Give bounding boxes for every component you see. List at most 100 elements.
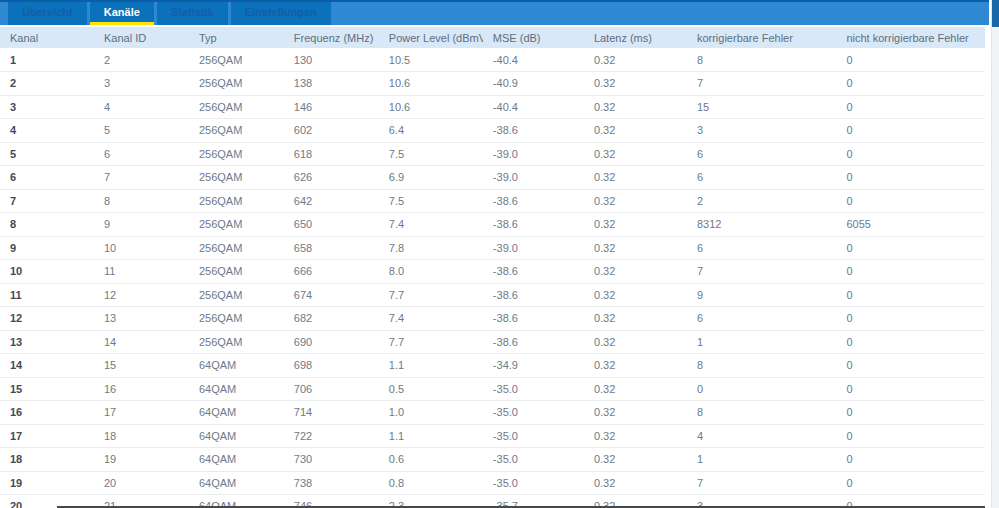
table-row: 23256QAM13810.6-40.90.3270 xyxy=(0,72,985,96)
cell-korrigierbare-fehler: 1 xyxy=(687,330,837,354)
cell-power-level: 1.1 xyxy=(379,424,483,448)
cell-korrigierbare-fehler: 6 xyxy=(687,307,837,331)
cell-kanal: 15 xyxy=(0,377,94,401)
cell-nicht-korrigierbare-fehler: 0 xyxy=(836,377,985,401)
cell-korrigierbare-fehler: 8312 xyxy=(687,213,837,237)
cell-kanal-id: 10 xyxy=(94,236,189,260)
cell-kanal-id: 9 xyxy=(94,213,189,237)
cell-latenz: 0.32 xyxy=(584,166,687,190)
cell-frequenz: 698 xyxy=(284,354,379,378)
cell-frequenz: 650 xyxy=(284,213,379,237)
cell-latenz: 0.32 xyxy=(584,236,687,260)
scrollbar-thumb[interactable] xyxy=(992,0,999,27)
cell-mse: -38.6 xyxy=(483,189,584,213)
table-row: 171864QAM7221.1-35.00.3240 xyxy=(0,424,985,448)
cell-kanal: 6 xyxy=(0,166,94,190)
cell-latenz: 0.32 xyxy=(584,471,687,495)
cell-power-level: 7.5 xyxy=(379,189,483,213)
cell-frequenz: 706 xyxy=(284,377,379,401)
cell-latenz: 0.32 xyxy=(584,307,687,331)
cell-nicht-korrigierbare-fehler: 0 xyxy=(836,142,985,166)
cell-kanal-id: 7 xyxy=(94,166,189,190)
vertical-scrollbar[interactable] xyxy=(991,0,999,508)
cell-frequenz: 722 xyxy=(284,424,379,448)
cell-power-level: 0.8 xyxy=(379,471,483,495)
cell-kanal: 13 xyxy=(0,330,94,354)
cell-typ: 256QAM xyxy=(189,330,284,354)
cell-typ: 256QAM xyxy=(189,260,284,284)
cell-korrigierbare-fehler: 8 xyxy=(687,354,837,378)
cell-frequenz: 618 xyxy=(284,142,379,166)
cell-latenz: 0.32 xyxy=(584,72,687,96)
table-row: 12256QAM13010.5-40.40.3280 xyxy=(0,48,985,72)
tab-statistik[interactable]: Statistik xyxy=(157,2,228,25)
table-row: 192064QAM7380.8-35.00.3270 xyxy=(0,471,985,495)
cell-typ: 256QAM xyxy=(189,72,284,96)
cell-kanal-id: 18 xyxy=(94,424,189,448)
cell-kanal: 12 xyxy=(0,307,94,331)
column-header-kanal-id: Kanal ID xyxy=(94,27,189,48)
cell-frequenz: 602 xyxy=(284,119,379,143)
cell-typ: 256QAM xyxy=(189,213,284,237)
cell-latenz: 0.32 xyxy=(584,448,687,472)
cell-nicht-korrigierbare-fehler: 0 xyxy=(836,72,985,96)
column-header-korrigierbare-fehler: korrigierbare Fehler xyxy=(687,27,837,48)
cell-frequenz: 730 xyxy=(284,448,379,472)
cell-mse: -40.4 xyxy=(483,48,584,72)
cell-korrigierbare-fehler: 6 xyxy=(687,236,837,260)
table-row: 89256QAM6507.4-38.60.3283126055 xyxy=(0,213,985,237)
table-row: 1011256QAM6668.0-38.60.3270 xyxy=(0,260,985,284)
column-header-latenz: Latenz (ms) xyxy=(584,27,687,48)
cell-frequenz: 682 xyxy=(284,307,379,331)
cell-kanal: 9 xyxy=(0,236,94,260)
cell-mse: -38.6 xyxy=(483,330,584,354)
cell-mse: -38.6 xyxy=(483,213,584,237)
cell-power-level: 7.7 xyxy=(379,330,483,354)
cell-kanal: 5 xyxy=(0,142,94,166)
cell-mse: -35.0 xyxy=(483,471,584,495)
table-row: 1314256QAM6907.7-38.60.3210 xyxy=(0,330,985,354)
cell-kanal-id: 6 xyxy=(94,142,189,166)
tab-einstellungen[interactable]: Einstellungen xyxy=(231,2,331,25)
cell-kanal-id: 13 xyxy=(94,307,189,331)
cell-kanal: 2 xyxy=(0,72,94,96)
cell-frequenz: 138 xyxy=(284,72,379,96)
cell-kanal-id: 12 xyxy=(94,283,189,307)
cell-nicht-korrigierbare-fehler: 0 xyxy=(836,95,985,119)
cell-korrigierbare-fehler: 7 xyxy=(687,471,837,495)
cell-nicht-korrigierbare-fehler: 0 xyxy=(836,283,985,307)
cell-power-level: 7.4 xyxy=(379,307,483,331)
cell-kanal-id: 19 xyxy=(94,448,189,472)
table-row: 1213256QAM6827.4-38.60.3260 xyxy=(0,307,985,331)
cell-kanal-id: 11 xyxy=(94,260,189,284)
cell-typ: 64QAM xyxy=(189,354,284,378)
cell-latenz: 0.32 xyxy=(584,401,687,425)
cell-mse: -35.0 xyxy=(483,401,584,425)
cell-latenz: 0.32 xyxy=(584,48,687,72)
cell-kanal: 3 xyxy=(0,95,94,119)
tab-uebersicht[interactable]: Übersicht xyxy=(8,2,87,25)
channel-table-container: KanalKanal IDTypFrequenz (MHz)Power Leve… xyxy=(0,27,985,508)
table-row: 141564QAM6981.1-34.90.3280 xyxy=(0,354,985,378)
cell-nicht-korrigierbare-fehler: 6055 xyxy=(836,213,985,237)
cell-frequenz: 714 xyxy=(284,401,379,425)
cell-typ: 256QAM xyxy=(189,307,284,331)
cell-kanal-id: 5 xyxy=(94,119,189,143)
cell-latenz: 0.32 xyxy=(584,189,687,213)
cell-frequenz: 130 xyxy=(284,48,379,72)
cell-power-level: 0.6 xyxy=(379,448,483,472)
cell-nicht-korrigierbare-fehler: 0 xyxy=(836,166,985,190)
cell-korrigierbare-fehler: 6 xyxy=(687,142,837,166)
cell-power-level: 7.4 xyxy=(379,213,483,237)
table-row: 34256QAM14610.6-40.40.32150 xyxy=(0,95,985,119)
tab-kanaele[interactable]: Kanäle xyxy=(90,2,154,25)
cell-korrigierbare-fehler: 15 xyxy=(687,95,837,119)
cell-latenz: 0.32 xyxy=(584,283,687,307)
cell-nicht-korrigierbare-fehler: 0 xyxy=(836,424,985,448)
cell-kanal-id: 20 xyxy=(94,471,189,495)
column-header-mse: MSE (dB) xyxy=(483,27,584,48)
cell-frequenz: 674 xyxy=(284,283,379,307)
top-border xyxy=(0,0,989,2)
cell-kanal: 7 xyxy=(0,189,94,213)
table-header-row: KanalKanal IDTypFrequenz (MHz)Power Leve… xyxy=(0,27,985,48)
